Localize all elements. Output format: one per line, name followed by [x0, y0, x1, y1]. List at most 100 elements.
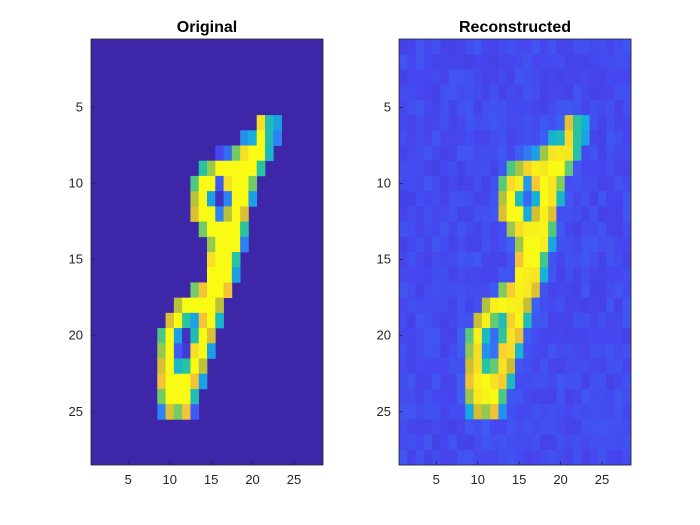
- pixel-cell: [490, 145, 499, 162]
- pixel-cell: [597, 99, 607, 116]
- pixel-cell: [173, 328, 183, 344]
- pixel-cell: [215, 252, 224, 268]
- pixel-cell: [622, 373, 632, 390]
- pixel-cell: [614, 221, 624, 238]
- pixel-cell: [564, 145, 574, 162]
- pixel-cell: [399, 39, 408, 55]
- pixel-cell: [556, 328, 566, 344]
- pixel-cell: [581, 99, 590, 116]
- pixel-cell: [539, 39, 549, 55]
- pixel-cell: [506, 99, 516, 116]
- pixel-cell: [432, 145, 441, 162]
- pixel-cell: [606, 419, 615, 435]
- pixel-cell: [606, 343, 615, 359]
- pixel-cell: [265, 130, 274, 146]
- pixel-cell: [506, 69, 516, 85]
- pixel-cell: [448, 191, 458, 207]
- pixel-cell: [622, 312, 632, 329]
- pixel-cell: [539, 236, 549, 253]
- reconstructed-axes: 5 10 15 20 25 5 10 15 20 25 Reconstructed: [377, 19, 632, 487]
- pixel-cell: [465, 434, 474, 451]
- pixel-cell: [556, 388, 566, 405]
- pixel-cell: [223, 221, 233, 238]
- pixel-cell: [548, 252, 557, 268]
- pixel-cell: [490, 160, 499, 177]
- pixel-cell: [573, 252, 582, 268]
- pixel-cell: [498, 99, 508, 116]
- pixel-cell: [448, 404, 458, 420]
- pixel-cell: [432, 236, 441, 253]
- pixel-cell: [564, 115, 574, 131]
- pixel-cell: [606, 252, 615, 268]
- pixel-cell: [597, 358, 607, 375]
- pixel-cell: [531, 145, 541, 162]
- pixel-cell: [407, 69, 416, 85]
- pixel-cell: [531, 282, 541, 298]
- pixel-cell: [423, 221, 433, 238]
- pixel-cell: [556, 206, 566, 222]
- pixel-cell: [182, 404, 191, 420]
- pixel-cell: [198, 191, 208, 207]
- pixel-cell: [173, 404, 183, 420]
- pixel-cell: [573, 69, 582, 85]
- pixel-cell: [490, 69, 499, 85]
- pixel-cell: [531, 449, 541, 466]
- x-tick-label: 10: [470, 472, 484, 487]
- pixel-cell: [448, 449, 458, 466]
- pixel-cell: [523, 39, 532, 55]
- pixel-cell: [589, 404, 599, 420]
- pixel-cell: [481, 221, 491, 238]
- pixel-cell: [597, 221, 607, 238]
- pixel-cell: [622, 404, 632, 420]
- pixel-cell: [523, 252, 532, 268]
- pixel-cell: [523, 54, 532, 70]
- pixel-cell: [581, 388, 590, 405]
- pixel-cell: [457, 312, 466, 329]
- pixel-cell: [399, 434, 408, 451]
- pixel-cell: [198, 373, 208, 390]
- pixel-cell: [556, 267, 566, 283]
- pixel-cell: [515, 312, 524, 329]
- original-axes-frame: [90, 38, 324, 466]
- pixel-cell: [481, 191, 491, 207]
- pixel-cell: [589, 84, 599, 101]
- pixel-cell: [556, 175, 566, 192]
- pixel-cell: [531, 160, 541, 177]
- pixel-cell: [506, 54, 516, 70]
- pixel-cell: [399, 449, 408, 466]
- pixel-cell: [465, 175, 474, 192]
- pixel-cell: [523, 130, 532, 146]
- pixel-cell: [481, 312, 491, 329]
- pixel-cell: [548, 373, 557, 390]
- pixel-cell: [606, 145, 615, 162]
- pixel-cell: [556, 221, 566, 238]
- pixel-cell: [215, 191, 224, 207]
- pixel-cell: [606, 130, 615, 146]
- pixel-cell: [473, 373, 483, 390]
- pixel-cell: [564, 54, 574, 70]
- pixel-cell: [399, 206, 408, 222]
- pixel-cell: [423, 449, 433, 466]
- pixel-cell: [415, 191, 425, 207]
- pixel-cell: [432, 358, 441, 375]
- pixel-cell: [523, 206, 532, 222]
- pixel-cell: [589, 54, 599, 70]
- pixel-cell: [448, 312, 458, 329]
- pixel-cell: [399, 145, 408, 162]
- pixel-cell: [440, 221, 450, 238]
- pixel-cell: [473, 252, 483, 268]
- pixel-cell: [606, 312, 615, 329]
- pixel-cell: [432, 449, 441, 466]
- pixel-cell: [589, 282, 599, 298]
- pixel-cell: [523, 221, 532, 238]
- pixel-cell: [415, 99, 425, 116]
- y-tick-label: 20: [69, 328, 83, 343]
- pixel-cell: [165, 388, 175, 405]
- pixel-cell: [539, 175, 549, 192]
- pixel-cell: [457, 282, 466, 298]
- pixel-cell: [597, 404, 607, 420]
- pixel-cell: [564, 160, 574, 177]
- pixel-cell: [423, 69, 433, 85]
- pixel-cell: [457, 160, 466, 177]
- pixel-cell: [473, 145, 483, 162]
